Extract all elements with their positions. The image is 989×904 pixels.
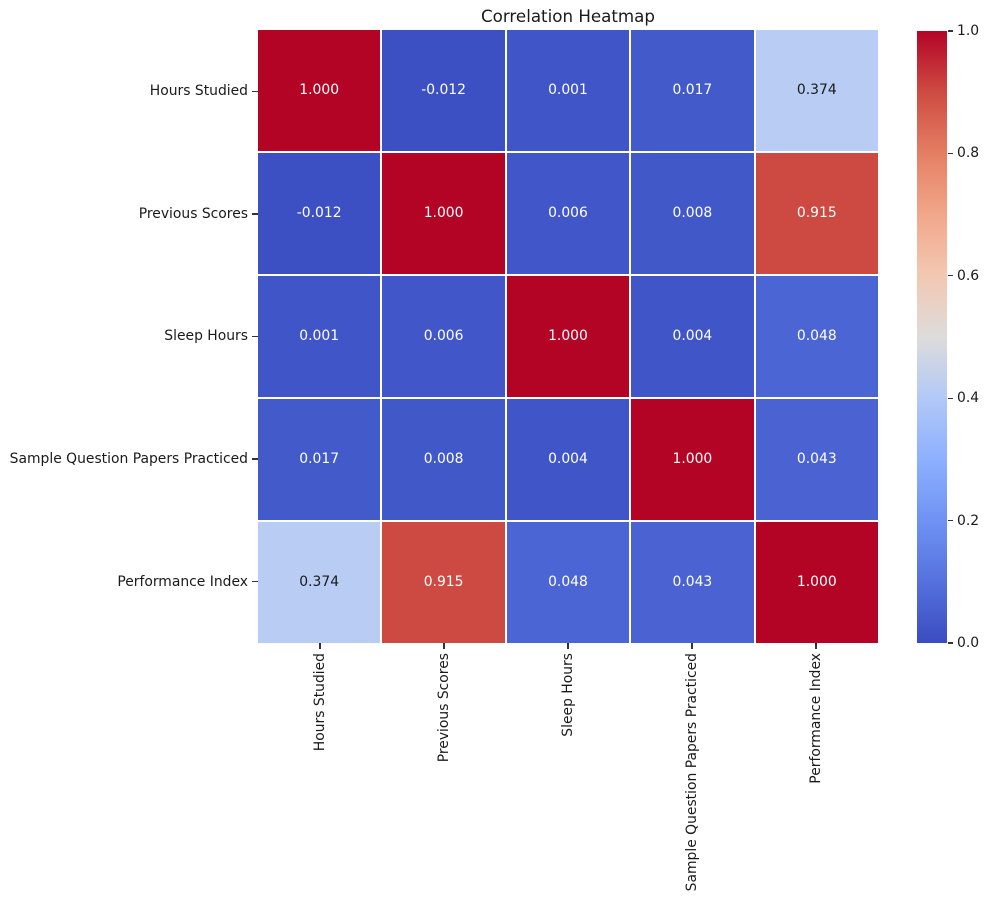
heatmap-cell: 0.048 (755, 276, 878, 397)
heatmap-cell: 0.017 (631, 30, 754, 151)
heatmap-grid: 1.000 -0.012 0.001 0.017 0.374 -0.012 1.000 0.0… (258, 30, 878, 643)
x-axis-label-text: Sleep Hours (560, 653, 576, 737)
heatmap-cell: 1.000 (755, 522, 878, 643)
colorbar-gradient (917, 31, 947, 643)
y-axis-label: Sample Question Papers Practiced (0, 398, 258, 521)
colorbar-tick-label: 0.8 (957, 145, 980, 162)
colorbar-tick (948, 519, 953, 522)
colorbar-tick-label: 0.0 (957, 635, 980, 651)
heatmap-cell: -0.012 (382, 30, 505, 151)
heatmap-cell: 0.008 (631, 153, 754, 274)
y-axis-label-text: Sample Question Papers Practiced (9, 451, 248, 468)
colorbar-tick (948, 30, 953, 32)
x-axis-tick (443, 643, 445, 649)
y-axis-labels: Hours Studied Previous Scores Sleep Hours S… (0, 30, 258, 643)
heatmap-cell: 0.017 (258, 399, 381, 520)
x-axis-label: Performance Index (754, 643, 878, 904)
y-axis-tick (252, 335, 258, 338)
heatmap-cell: 0.043 (755, 399, 878, 520)
heatmap-cell: 0.915 (382, 522, 505, 643)
heatmap-cell: 0.004 (631, 276, 754, 397)
heatmap-cell: 0.043 (631, 522, 754, 643)
colorbar-tick-label: 0.6 (957, 267, 980, 284)
x-axis-tick (691, 643, 693, 649)
x-axis-label-text: Sample Question Papers Practiced (684, 653, 700, 892)
heatmap-cell: 0.001 (258, 276, 381, 397)
heatmap-cell: 1.000 (631, 399, 754, 520)
colorbar-tick (948, 152, 953, 155)
y-axis-tick (252, 213, 258, 215)
x-axis-label: Sample Question Papers Practiced (630, 643, 754, 904)
colorbar-tick-label: 0.4 (957, 390, 980, 407)
x-axis-tick (319, 643, 321, 649)
x-axis-tick (567, 643, 569, 649)
heatmap-cell: 0.374 (258, 522, 381, 643)
heatmap-cell: 0.008 (382, 399, 505, 520)
heatmap-cell: 1.000 (382, 153, 505, 274)
colorbar-tick (948, 275, 953, 277)
x-axis-label-text: Performance Index (808, 653, 824, 784)
y-axis-label-text: Performance Index (117, 573, 248, 590)
heatmap-cell: 0.048 (506, 522, 630, 643)
y-axis-label: Hours Studied (0, 30, 258, 153)
x-axis-label: Hours Studied (258, 643, 382, 904)
x-axis-labels: Hours Studied Previous Scores Sleep Hours S… (258, 643, 878, 904)
y-axis-label-text: Hours Studied (149, 83, 248, 100)
y-axis-label-text: Previous Scores (138, 205, 248, 222)
y-axis-label: Sleep Hours (0, 275, 258, 398)
heatmap-cell: 0.006 (506, 153, 630, 274)
colorbar-tick (948, 642, 953, 644)
y-axis-tick (252, 90, 258, 92)
heatmap-cell: 0.004 (506, 399, 630, 520)
heatmap-cell: -0.012 (258, 153, 381, 274)
x-axis-label-text: Previous Scores (436, 653, 452, 763)
colorbar-tick-label: 1.0 (957, 23, 980, 39)
x-axis-tick (815, 643, 817, 649)
heatmap-cell: 0.006 (382, 276, 505, 397)
y-axis-label: Performance Index (0, 520, 258, 643)
y-axis-tick (252, 580, 258, 583)
colorbar-tick (948, 397, 953, 399)
y-axis-label-text: Sleep Hours (164, 328, 248, 345)
y-axis-tick (252, 458, 258, 460)
y-axis-label: Previous Scores (0, 153, 258, 276)
heatmap-cell: 1.000 (258, 30, 381, 151)
heatmap-cell: 0.915 (755, 153, 878, 274)
heatmap-cell: 0.374 (755, 30, 878, 151)
x-axis-label: Sleep Hours (506, 643, 630, 904)
heatmap-cell: 0.001 (506, 30, 630, 151)
heatmap-cell: 1.000 (506, 276, 630, 397)
x-axis-label-text: Hours Studied (312, 653, 328, 752)
chart-title: Correlation Heatmap (481, 6, 655, 26)
colorbar-tick-label: 0.2 (957, 512, 980, 529)
x-axis-label: Previous Scores (382, 643, 506, 904)
